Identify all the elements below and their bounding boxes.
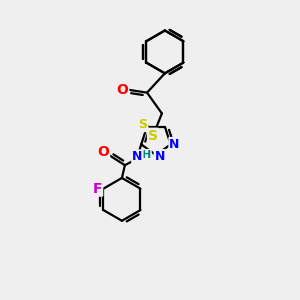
Text: S: S — [139, 118, 148, 131]
Text: N: N — [154, 150, 165, 163]
Text: H: H — [142, 150, 151, 160]
Text: N: N — [132, 150, 142, 164]
Text: O: O — [97, 146, 109, 159]
Text: F: F — [93, 182, 102, 196]
Text: N: N — [169, 138, 180, 151]
Text: S: S — [148, 129, 158, 143]
Text: O: O — [116, 83, 128, 97]
